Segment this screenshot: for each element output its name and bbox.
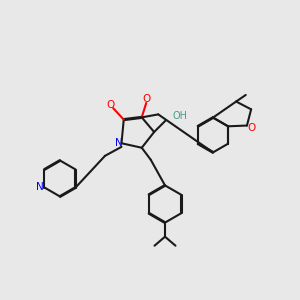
Text: N: N <box>36 182 44 193</box>
Text: O: O <box>142 94 150 104</box>
Text: O: O <box>107 100 115 110</box>
Text: OH: OH <box>172 111 187 121</box>
Text: N: N <box>115 138 123 148</box>
Text: O: O <box>247 123 255 133</box>
